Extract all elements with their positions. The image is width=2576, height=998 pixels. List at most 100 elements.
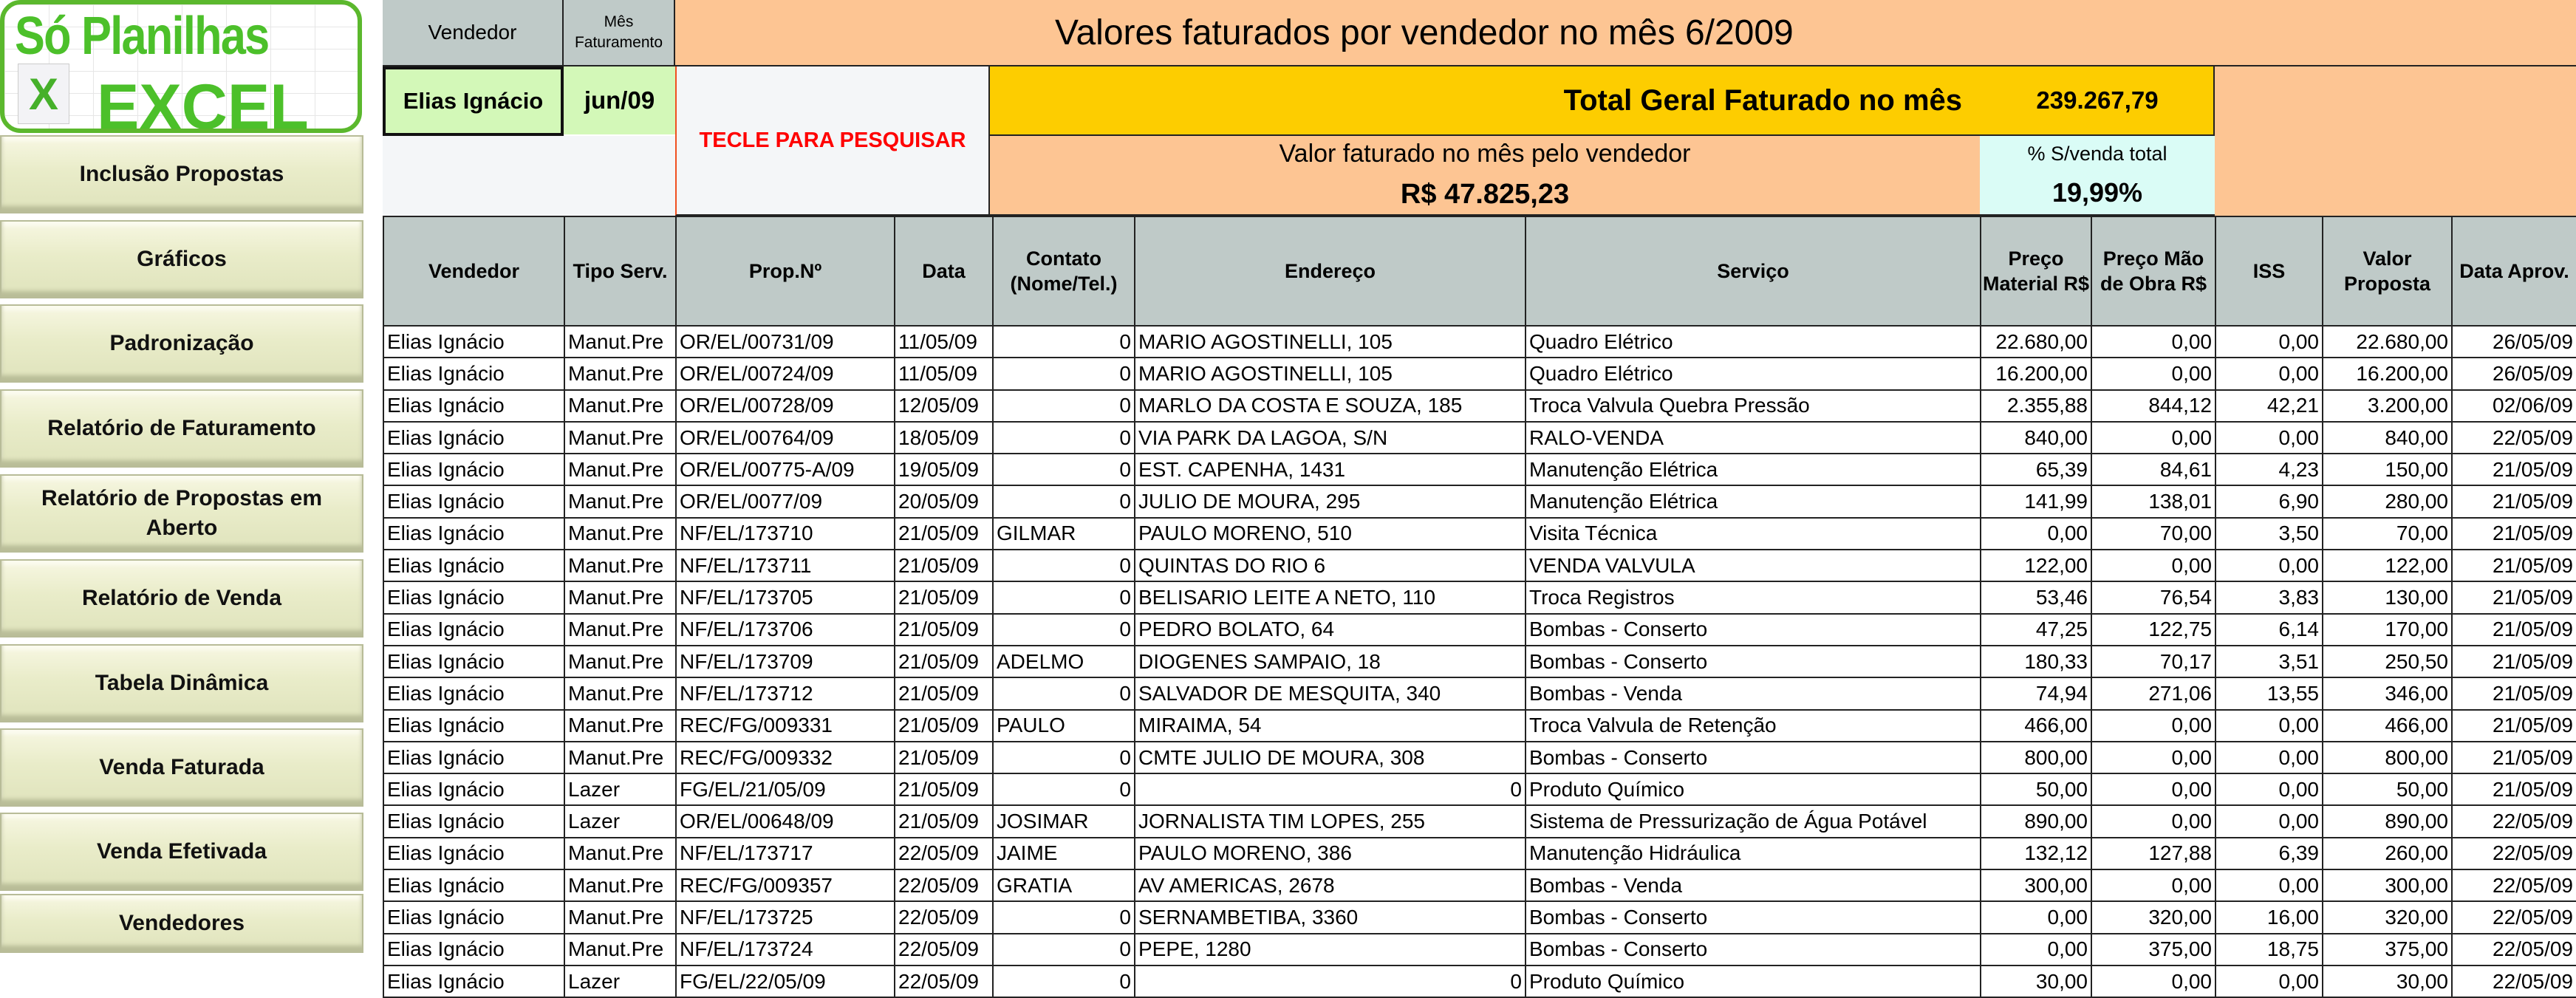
- table-cell[interactable]: 320,00: [2091, 900, 2216, 934]
- table-cell[interactable]: 76,54: [2091, 581, 2216, 615]
- table-cell[interactable]: 21/05/09: [2451, 516, 2576, 551]
- table-cell[interactable]: 21/05/09: [894, 581, 994, 615]
- table-cell[interactable]: Manut.Pre: [564, 324, 677, 359]
- table-cell[interactable]: 0: [992, 420, 1135, 455]
- table-cell[interactable]: 260,00: [2322, 836, 2453, 871]
- table-cell[interactable]: 22/05/09: [2451, 420, 2576, 455]
- table-cell[interactable]: 0,00: [2215, 773, 2323, 807]
- table-cell[interactable]: 21/05/09: [894, 773, 994, 807]
- table-cell[interactable]: 122,75: [2091, 612, 2216, 646]
- table-cell[interactable]: JULIO DE MOURA, 295: [1134, 485, 1526, 519]
- table-cell[interactable]: PEPE, 1280: [1134, 932, 1526, 966]
- table-cell[interactable]: NF/EL/173724: [675, 932, 895, 966]
- table-cell[interactable]: 22/05/09: [2451, 804, 2576, 838]
- sidebar-button-padronizacao[interactable]: Padronização: [0, 304, 363, 383]
- table-cell[interactable]: 12/05/09: [894, 389, 994, 423]
- sidebar-button-vendedores[interactable]: Vendedores: [0, 894, 363, 953]
- table-cell[interactable]: NF/EL/173705: [675, 581, 895, 615]
- table-cell[interactable]: 21/05/09: [894, 804, 994, 838]
- table-cell[interactable]: Troca Valvula Quebra Pressão: [1525, 389, 1981, 423]
- table-cell[interactable]: Elias Ignácio: [383, 740, 565, 775]
- table-cell[interactable]: 375,00: [2091, 932, 2216, 966]
- table-cell[interactable]: Elias Ignácio: [383, 804, 565, 838]
- table-cell[interactable]: 0: [992, 900, 1135, 934]
- table-cell[interactable]: 11/05/09: [894, 324, 994, 359]
- table-cell[interactable]: 22.680,00: [1980, 324, 2092, 359]
- table-cell[interactable]: 0: [992, 677, 1135, 711]
- table-cell[interactable]: 11/05/09: [894, 357, 994, 391]
- table-cell[interactable]: Manut.Pre: [564, 420, 677, 455]
- table-cell[interactable]: 21/05/09: [2451, 644, 2576, 679]
- table-cell[interactable]: 844,12: [2091, 389, 2216, 423]
- table-cell[interactable]: 840,00: [1980, 420, 2092, 455]
- table-cell[interactable]: Quadro Elétrico: [1525, 357, 1981, 391]
- table-cell[interactable]: 21/05/09: [894, 612, 994, 646]
- table-cell[interactable]: 26/05/09: [2451, 357, 2576, 391]
- table-cell[interactable]: 141,99: [1980, 485, 2092, 519]
- table-cell[interactable]: Elias Ignácio: [383, 708, 565, 742]
- table-cell[interactable]: 02/06/09: [2451, 389, 2576, 423]
- table-cell[interactable]: 22/05/09: [894, 869, 994, 903]
- table-cell[interactable]: 21/05/09: [894, 740, 994, 775]
- table-cell[interactable]: Manut.Pre: [564, 740, 677, 775]
- table-cell[interactable]: VIA PARK DA LAGOA, S/N: [1134, 420, 1526, 455]
- table-cell[interactable]: RALO-VENDA: [1525, 420, 1981, 455]
- table-cell[interactable]: Troca Valvula de Retenção: [1525, 708, 1981, 742]
- table-cell[interactable]: PAULO MORENO, 510: [1134, 516, 1526, 551]
- sidebar-button-relatorio-de-faturamento[interactable]: Relatório de Faturamento: [0, 389, 363, 468]
- table-cell[interactable]: 70,00: [2091, 516, 2216, 551]
- table-cell[interactable]: GRATIA: [992, 869, 1135, 903]
- table-cell[interactable]: Elias Ignácio: [383, 644, 565, 679]
- table-cell[interactable]: OR/EL/00764/09: [675, 420, 895, 455]
- sidebar-button-graficos[interactable]: Gráficos: [0, 220, 363, 298]
- table-cell[interactable]: Bombas - Venda: [1525, 677, 1981, 711]
- table-cell[interactable]: 466,00: [2322, 708, 2453, 742]
- table-cell[interactable]: 22/05/09: [2451, 932, 2576, 966]
- sidebar-button-venda-efetivada[interactable]: Venda Efetivada: [0, 813, 363, 891]
- table-cell[interactable]: 0,00: [2215, 740, 2323, 775]
- table-cell[interactable]: 0: [992, 389, 1135, 423]
- table-cell[interactable]: MIRAIMA, 54: [1134, 708, 1526, 742]
- sidebar-button-relatorio-de-propostas-em-aberto[interactable]: Relatório de Propostas em Aberto: [0, 474, 363, 553]
- table-cell[interactable]: Manutenção Elétrica: [1525, 485, 1981, 519]
- table-cell[interactable]: 42,21: [2215, 389, 2323, 423]
- table-cell[interactable]: 0: [992, 964, 1135, 998]
- table-cell[interactable]: 180,33: [1980, 644, 2092, 679]
- table-cell[interactable]: 21/05/09: [894, 677, 994, 711]
- table-cell[interactable]: 0,00: [2091, 869, 2216, 903]
- table-cell[interactable]: MARLO DA COSTA E SOUZA, 185: [1134, 389, 1526, 423]
- table-cell[interactable]: Elias Ignácio: [383, 900, 565, 934]
- table-cell[interactable]: 0,00: [2215, 804, 2323, 838]
- table-cell[interactable]: 21/05/09: [2451, 612, 2576, 646]
- table-cell[interactable]: 18/05/09: [894, 420, 994, 455]
- table-cell[interactable]: EST. CAPENHA, 1431: [1134, 453, 1526, 487]
- table-cell[interactable]: SALVADOR DE MESQUITA, 340: [1134, 677, 1526, 711]
- table-cell[interactable]: 22/05/09: [894, 836, 994, 871]
- table-cell[interactable]: Elias Ignácio: [383, 453, 565, 487]
- table-cell[interactable]: NF/EL/173706: [675, 612, 895, 646]
- table-cell[interactable]: NF/EL/173725: [675, 900, 895, 934]
- table-cell[interactable]: Elias Ignácio: [383, 485, 565, 519]
- table-cell[interactable]: 6,39: [2215, 836, 2323, 871]
- table-cell[interactable]: Manut.Pre: [564, 677, 677, 711]
- table-cell[interactable]: 16,00: [2215, 900, 2323, 934]
- table-cell[interactable]: Manut.Pre: [564, 932, 677, 966]
- table-cell[interactable]: 0: [992, 773, 1135, 807]
- table-cell[interactable]: 50,00: [1980, 773, 2092, 807]
- table-cell[interactable]: 22/05/09: [894, 964, 994, 998]
- table-cell[interactable]: 0: [1134, 964, 1526, 998]
- table-cell[interactable]: 18,75: [2215, 932, 2323, 966]
- table-cell[interactable]: JOSIMAR: [992, 804, 1135, 838]
- table-cell[interactable]: Elias Ignácio: [383, 581, 565, 615]
- table-cell[interactable]: 0,00: [2215, 964, 2323, 998]
- table-cell[interactable]: OR/EL/00728/09: [675, 389, 895, 423]
- table-cell[interactable]: 0,00: [1980, 900, 2092, 934]
- table-cell[interactable]: 0: [992, 740, 1135, 775]
- table-cell[interactable]: JORNALISTA TIM LOPES, 255: [1134, 804, 1526, 838]
- table-cell[interactable]: 16.200,00: [2322, 357, 2453, 391]
- table-cell[interactable]: Manut.Pre: [564, 516, 677, 551]
- table-cell[interactable]: 0: [992, 357, 1135, 391]
- table-cell[interactable]: 0: [992, 485, 1135, 519]
- table-cell[interactable]: 21/05/09: [2451, 485, 2576, 519]
- table-cell[interactable]: 0,00: [2091, 708, 2216, 742]
